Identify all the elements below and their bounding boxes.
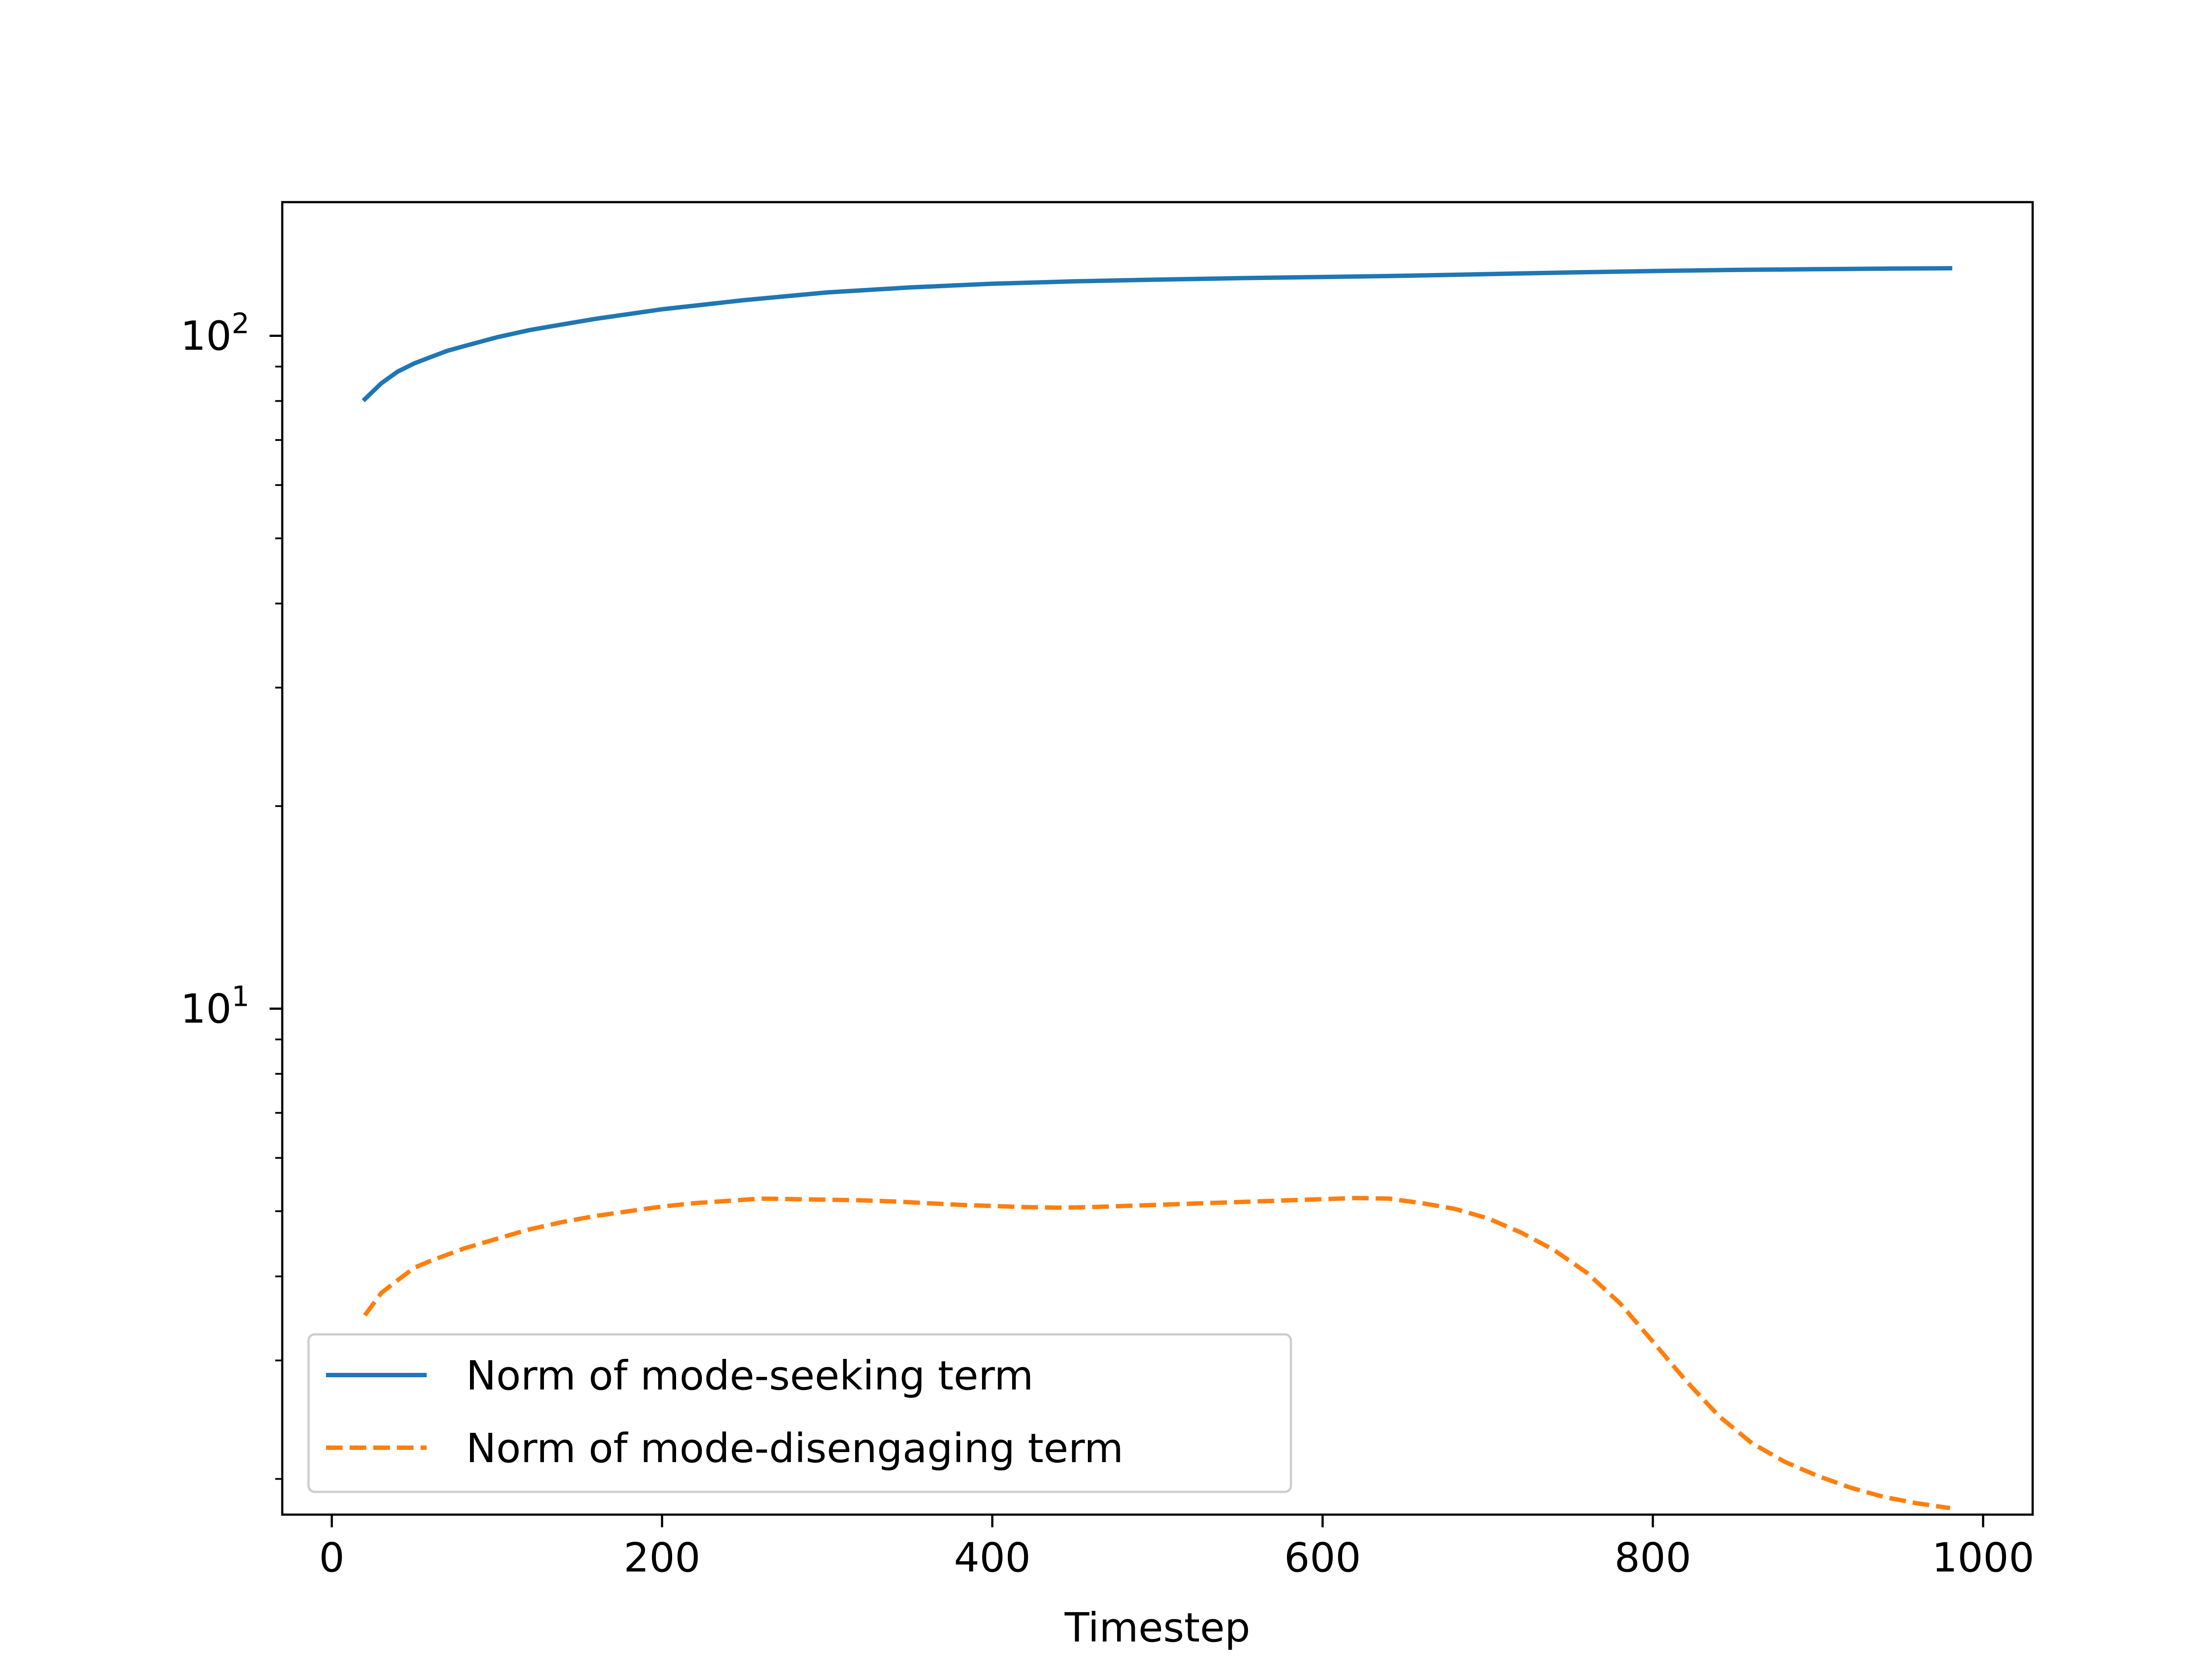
y-tick-label: 101 [180, 980, 249, 1032]
axes-frame [281, 201, 2034, 1516]
x-tick-label: 800 [1614, 1534, 1691, 1581]
legend-label-1: Norm of mode-seeking term [466, 1352, 1034, 1399]
x-tick-label: 400 [954, 1534, 1031, 1581]
x-tick-label: 600 [1284, 1534, 1361, 1581]
x-tick-label: 200 [624, 1534, 701, 1581]
series-line-1 [361, 266, 1953, 402]
legend-box [307, 1333, 1292, 1493]
x-tick-label: 0 [319, 1534, 345, 1581]
series-line-2 [363, 1196, 1951, 1511]
legend-label-2: Norm of mode-disengaging term [466, 1425, 1123, 1472]
x-tick-label: 1000 [1932, 1534, 2034, 1581]
y-tick-label: 102 [180, 308, 249, 360]
x-axis-label: Timestep [1064, 1604, 1250, 1651]
